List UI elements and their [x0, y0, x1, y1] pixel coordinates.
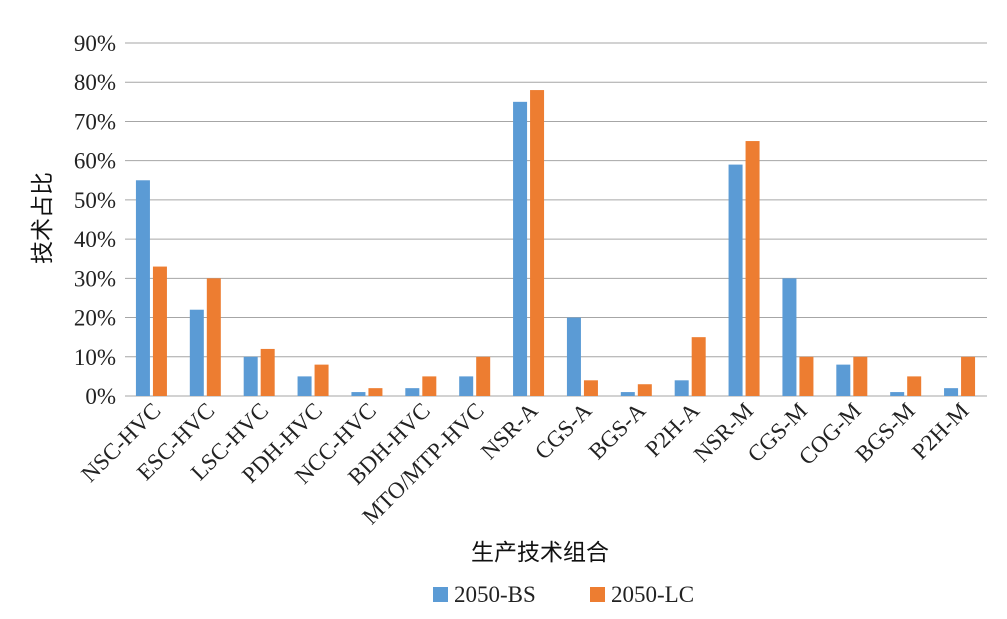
- gridlines: [125, 42, 987, 397]
- x-tick-label: BGS-A: [584, 398, 651, 465]
- bar-2050-bs-bdh-hvc: [405, 388, 420, 396]
- bar-2050-bs-ncc-hvc: [351, 392, 366, 396]
- bar-2050-bs-nsc-hvc: [135, 180, 150, 396]
- bar-2050-lc-p2h-a: [691, 337, 706, 396]
- y-tick-label: 90%: [74, 31, 116, 56]
- y-axis-tick-labels: 0% 10% 20% 30% 40% 50% 60% 70% 80% 90%: [74, 31, 116, 409]
- bar-2050-lc-lsc-hvc: [260, 348, 275, 396]
- bar-2050-lc-bgs-m: [907, 376, 922, 396]
- bar-2050-bs-cgs-m: [782, 278, 797, 396]
- bar-2050-bs-p2h-a: [674, 380, 689, 396]
- bar-2050-bs-lsc-hvc: [243, 356, 258, 396]
- bar-2050-lc-bgs-a: [637, 384, 652, 396]
- legend-label-2050-bs: 2050-BS: [454, 582, 536, 607]
- x-tick-label: CGS-A: [530, 398, 597, 465]
- bar-2050-bs-bgs-a: [620, 392, 635, 396]
- legend: 2050-BS 2050-LC: [433, 582, 694, 607]
- x-axis-title: 生产技术组合: [471, 540, 609, 566]
- legend-swatch-2050-lc: [590, 587, 605, 602]
- y-tick-label: 80%: [74, 70, 116, 95]
- bar-2050-lc-esc-hvc: [206, 278, 221, 396]
- bar-2050-bs-cgs-a: [566, 317, 581, 396]
- bar-2050-lc-pdh-hvc: [314, 364, 329, 396]
- bar-2050-bs-cog-m: [836, 364, 851, 396]
- y-tick-label: 30%: [74, 266, 116, 291]
- y-tick-label: 70%: [74, 109, 116, 134]
- bar-2050-bs-nsr-m: [728, 164, 743, 396]
- bar-2050-lc-cgs-m: [799, 356, 814, 396]
- y-tick-label: 0%: [85, 384, 116, 409]
- bar-2050-lc-nsc-hvc: [152, 266, 167, 396]
- bar-2050-bs-p2h-m: [944, 388, 959, 396]
- bar-2050-bs-nsr-a: [513, 101, 528, 396]
- y-axis-title: 技术占比: [30, 172, 56, 264]
- bar-2050-lc-cog-m: [853, 356, 868, 396]
- x-tick-label: P2H-M: [907, 398, 973, 464]
- bar-2050-bs-bgs-m: [890, 392, 905, 396]
- y-tick-label: 50%: [74, 188, 116, 213]
- y-tick-label: 40%: [74, 227, 116, 252]
- bars: [135, 90, 976, 397]
- bar-2050-lc-nsr-a: [530, 90, 545, 397]
- x-axis-tick-labels: NSC-HVCESC-HVCLSC-HVCPDH-HVCNCC-HVCBDH-H…: [76, 398, 973, 530]
- x-tick-label: NSR-A: [476, 398, 543, 465]
- y-tick-label: 20%: [74, 306, 116, 331]
- x-tick-label: BGS-M: [851, 398, 920, 467]
- bar-2050-lc-bdh-hvc: [422, 376, 437, 396]
- bar-2050-lc-mto-mtp-hvc: [476, 356, 491, 396]
- bar-2050-bs-esc-hvc: [189, 309, 204, 396]
- bar-2050-lc-nsr-m: [745, 141, 760, 396]
- y-tick-label: 10%: [74, 345, 116, 370]
- bar-2050-lc-cgs-a: [583, 380, 598, 396]
- legend-swatch-2050-bs: [433, 587, 448, 602]
- y-tick-label: 60%: [74, 149, 116, 174]
- bar-2050-lc-p2h-m: [961, 356, 976, 396]
- legend-label-2050-lc: 2050-LC: [611, 582, 694, 607]
- x-tick-label: NSR-M: [689, 398, 758, 467]
- bar-2050-bs-mto-mtp-hvc: [459, 376, 474, 396]
- bar-2050-bs-pdh-hvc: [297, 376, 312, 396]
- bar-2050-lc-ncc-hvc: [368, 388, 383, 396]
